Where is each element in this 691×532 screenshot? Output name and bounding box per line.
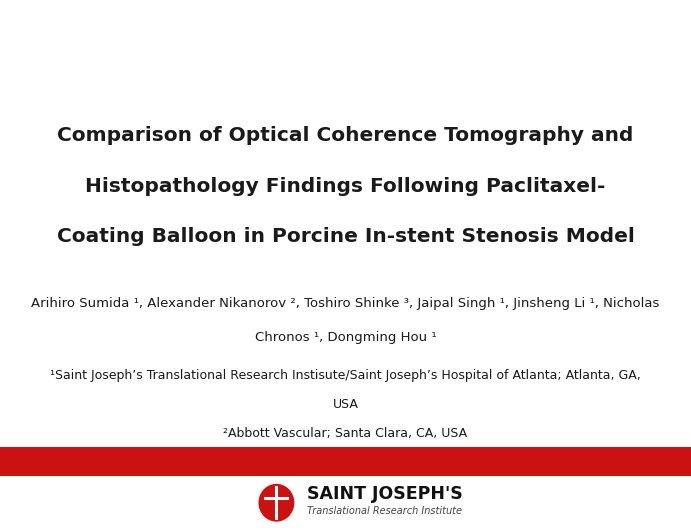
Text: ²Abbott Vascular; Santa Clara, CA, USA: ²Abbott Vascular; Santa Clara, CA, USA bbox=[223, 427, 468, 440]
Text: ³Kobe University Graduate School of Medicine; Kobe, Japan: ³Kobe University Graduate School of Medi… bbox=[161, 456, 530, 469]
Text: Arihiro Sumida ¹, Alexander Nikanorov ², Toshiro Shinke ³, Jaipal Singh ¹, Jinsh: Arihiro Sumida ¹, Alexander Nikanorov ²,… bbox=[31, 297, 660, 310]
Text: Comparison of Optical Coherence Tomography and: Comparison of Optical Coherence Tomograp… bbox=[57, 126, 634, 145]
Text: SAINT JOSEPH'S: SAINT JOSEPH'S bbox=[307, 485, 462, 503]
Text: ¹Saint Joseph’s Translational Research Instisute/Saint Joseph’s Hospital of Atla: ¹Saint Joseph’s Translational Research I… bbox=[50, 369, 641, 381]
Text: Translational Research Institute: Translational Research Institute bbox=[307, 506, 462, 516]
Text: Histopathology Findings Following Paclitaxel-: Histopathology Findings Following Paclit… bbox=[85, 177, 606, 196]
Text: Chronos ¹, Dongming Hou ¹: Chronos ¹, Dongming Hou ¹ bbox=[255, 331, 436, 344]
Ellipse shape bbox=[257, 483, 296, 522]
Text: Coating Balloon in Porcine In-stent Stenosis Model: Coating Balloon in Porcine In-stent Sten… bbox=[57, 227, 634, 246]
Text: USA: USA bbox=[332, 398, 359, 411]
Bar bbox=[0, 447, 691, 476]
